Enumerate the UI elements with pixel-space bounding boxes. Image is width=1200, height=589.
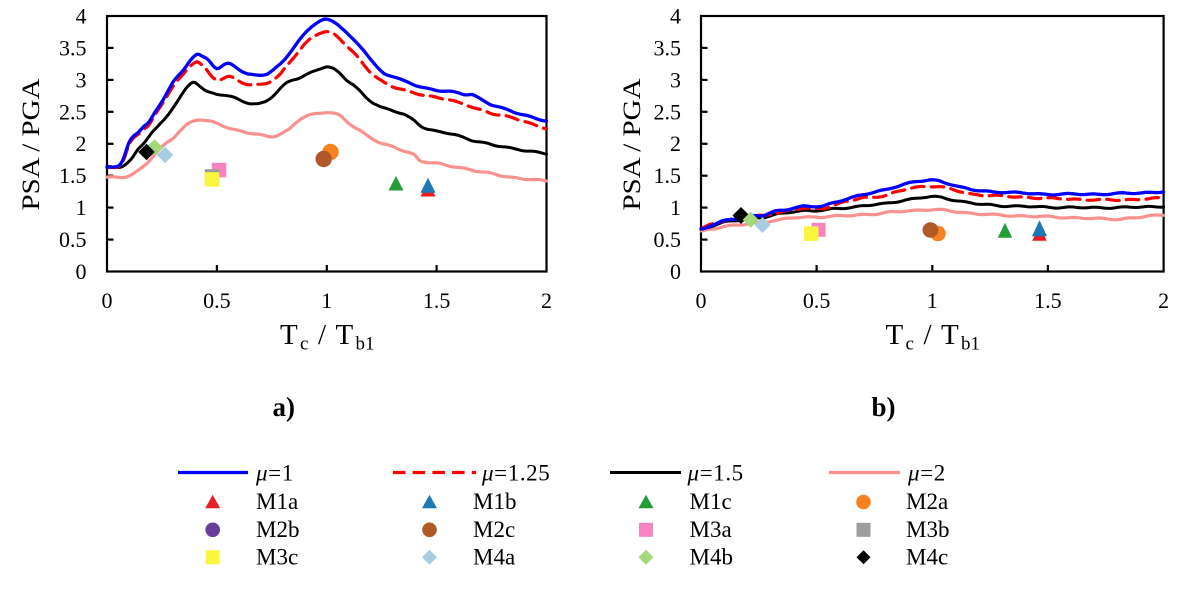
svg-text:3.5: 3.5 xyxy=(654,35,682,60)
svg-text:PSA / PGA: PSA / PGA xyxy=(619,79,646,211)
svg-text:1: 1 xyxy=(670,195,681,220)
svg-text:/: / xyxy=(924,319,933,351)
svg-text:1: 1 xyxy=(927,288,938,313)
svg-text:b1: b1 xyxy=(961,334,980,355)
svg-text:4: 4 xyxy=(670,4,681,29)
svg-text:T: T xyxy=(886,319,904,351)
svg-text:M2a: M2a xyxy=(906,489,948,514)
svg-text:1.5: 1.5 xyxy=(1034,288,1062,313)
svg-text:b1: b1 xyxy=(356,334,375,355)
svg-text:1: 1 xyxy=(321,288,332,313)
svg-text:M2b: M2b xyxy=(256,517,299,542)
svg-text:a): a) xyxy=(273,392,296,422)
svg-text:μ=2: μ=2 xyxy=(907,460,946,485)
svg-text:PSA / PGA: PSA / PGA xyxy=(18,79,45,211)
svg-text:0.5: 0.5 xyxy=(203,288,231,313)
svg-text:2: 2 xyxy=(76,131,87,156)
svg-text:b): b) xyxy=(872,392,896,422)
svg-text:M1c: M1c xyxy=(690,489,732,514)
svg-text:0: 0 xyxy=(76,259,87,284)
svg-text:2: 2 xyxy=(541,288,552,313)
svg-text:T: T xyxy=(280,319,298,351)
svg-text:3: 3 xyxy=(76,67,87,92)
svg-text:μ=1.5: μ=1.5 xyxy=(687,460,744,485)
svg-text:2.5: 2.5 xyxy=(59,99,87,124)
svg-text:M4c: M4c xyxy=(906,545,948,570)
svg-text:0.5: 0.5 xyxy=(59,227,87,252)
svg-text:3: 3 xyxy=(670,67,681,92)
svg-text:M1a: M1a xyxy=(256,489,298,514)
svg-text:M1b: M1b xyxy=(473,489,516,514)
svg-text:T: T xyxy=(336,319,354,351)
svg-text:2.5: 2.5 xyxy=(654,99,682,124)
svg-text:4: 4 xyxy=(76,4,87,29)
svg-text:0.5: 0.5 xyxy=(803,288,831,313)
svg-text:T: T xyxy=(941,319,959,351)
svg-text:0: 0 xyxy=(670,259,681,284)
svg-text:M3c: M3c xyxy=(256,545,298,570)
svg-text:1.5: 1.5 xyxy=(654,163,682,188)
svg-text:0.5: 0.5 xyxy=(654,227,682,252)
svg-text:2: 2 xyxy=(670,131,681,156)
svg-text:0: 0 xyxy=(696,288,707,313)
svg-text:1: 1 xyxy=(76,195,87,220)
svg-text:c: c xyxy=(300,334,308,355)
svg-text:0: 0 xyxy=(102,288,113,313)
svg-text:M3a: M3a xyxy=(690,517,732,542)
svg-text:μ=1.25: μ=1.25 xyxy=(481,460,550,485)
svg-text:M3b: M3b xyxy=(906,517,949,542)
svg-text:2: 2 xyxy=(1158,288,1169,313)
svg-text:M2c: M2c xyxy=(473,517,515,542)
svg-text:1.5: 1.5 xyxy=(423,288,451,313)
svg-text:1.5: 1.5 xyxy=(59,163,87,188)
svg-text:3.5: 3.5 xyxy=(59,35,87,60)
svg-text:/: / xyxy=(318,319,327,351)
svg-text:M4b: M4b xyxy=(690,545,733,570)
svg-text:M4a: M4a xyxy=(473,545,515,570)
svg-text:c: c xyxy=(906,334,914,355)
svg-text:μ=1: μ=1 xyxy=(255,460,294,485)
